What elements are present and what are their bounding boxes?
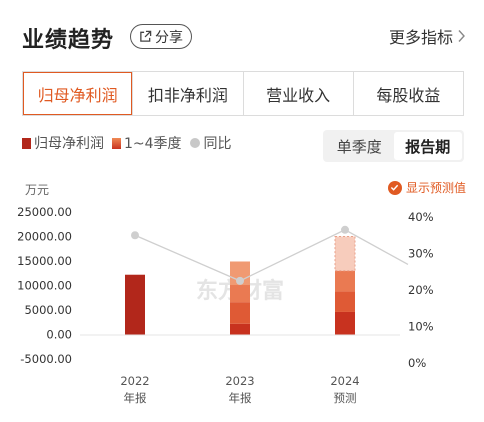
- bar-q2-2024: [335, 291, 355, 312]
- period-toggle: 单季度 报告期: [323, 130, 464, 162]
- x-tick-label: 2024: [330, 374, 359, 388]
- yoy-point-2024: [341, 225, 349, 234]
- bar-q4-2024: [334, 236, 356, 272]
- y-tick-label: 10000.00: [17, 279, 72, 293]
- period-option-report[interactable]: 报告期: [393, 132, 462, 160]
- y-tick-label: -5000.00: [20, 352, 72, 366]
- x-tick-sublabel: 预测: [334, 391, 357, 405]
- bar-q2-2023: [230, 302, 250, 324]
- y-tick-label: 0.00: [46, 328, 72, 342]
- bar-q3-2023: [230, 285, 250, 303]
- section-header: 业绩趋势 分享 更多指标: [0, 0, 484, 62]
- more-metrics-link[interactable]: 更多指标: [389, 24, 466, 48]
- bar-q3-2024: [335, 270, 355, 292]
- legend-item-quarters: 1~4季度: [112, 133, 182, 153]
- yoy-point-2023: [236, 276, 244, 285]
- bar-q1-2024: [335, 311, 355, 335]
- tab-net-profit[interactable]: 归母净利润: [23, 72, 133, 115]
- chevron-right-icon: [458, 30, 465, 42]
- y-tick-label: 20000.00: [17, 230, 72, 244]
- legend-swatch-annual: [22, 137, 31, 149]
- y-tick-label: 25000.00: [17, 205, 72, 219]
- tab-eps[interactable]: 每股收益: [352, 72, 463, 115]
- legend-swatch-yoy: [189, 138, 200, 148]
- x-tick-label: 2023: [225, 374, 254, 388]
- chart-canvas: 25000.00 20000.00 15000.00 10000.00 5000.00 0…: [17, 205, 434, 405]
- tab-revenue[interactable]: 营业收入: [242, 72, 353, 115]
- tab-deducted-net-profit[interactable]: 扣非净利润: [132, 72, 242, 115]
- bar-annual-2022: [125, 274, 145, 335]
- section-title: 业绩趋势: [22, 28, 115, 53]
- share-icon: [140, 30, 152, 42]
- legend-label-yoy: 同比: [203, 136, 232, 152]
- y2-tick-label: 0%: [408, 356, 426, 370]
- performance-chart: 25000.00 20000.00 15000.00 10000.00 5000.00 0…: [0, 195, 484, 422]
- period-option-quarterly[interactable]: 单季度: [336, 137, 382, 156]
- y2-tick-label: 30%: [408, 247, 434, 261]
- show-forecast-label: 显示预测值: [405, 181, 466, 195]
- y2-tick-label: 10%: [408, 320, 434, 334]
- chart-legend: 归母净利润 1~4季度 同比: [22, 133, 240, 153]
- x-tick-label: 2022: [120, 374, 149, 388]
- y-tick-label: 5000.00: [24, 303, 72, 317]
- share-button[interactable]: 分享: [130, 24, 192, 49]
- legend-label-net-profit: 归母净利润: [34, 136, 104, 152]
- yoy-point-2022: [131, 231, 139, 240]
- y2-tick-label: 20%: [408, 283, 434, 297]
- bar-q1-2023: [230, 323, 250, 335]
- check-icon: [387, 180, 402, 195]
- y2-tick-label: 40%: [408, 210, 434, 224]
- legend-item-yoy: 同比: [189, 133, 232, 153]
- legend-swatch-quarters: [112, 137, 121, 149]
- more-metrics-label: 更多指标: [388, 28, 453, 47]
- share-label: 分享: [155, 29, 183, 46]
- yoy-line: [134, 229, 409, 282]
- x-tick-sublabel: 年报: [229, 391, 252, 405]
- show-forecast-toggle[interactable]: 显示预测值: [387, 179, 466, 196]
- metric-tabs: 归母净利润 扣非净利润 营业收入 每股收益: [22, 71, 464, 116]
- legend-item-net-profit: 归母净利润: [22, 133, 104, 153]
- y-tick-label: 15000.00: [17, 254, 72, 268]
- legend-label-quarters: 1~4季度: [124, 136, 182, 152]
- unit-label: 万元: [25, 183, 50, 197]
- x-tick-sublabel: 年报: [124, 391, 147, 405]
